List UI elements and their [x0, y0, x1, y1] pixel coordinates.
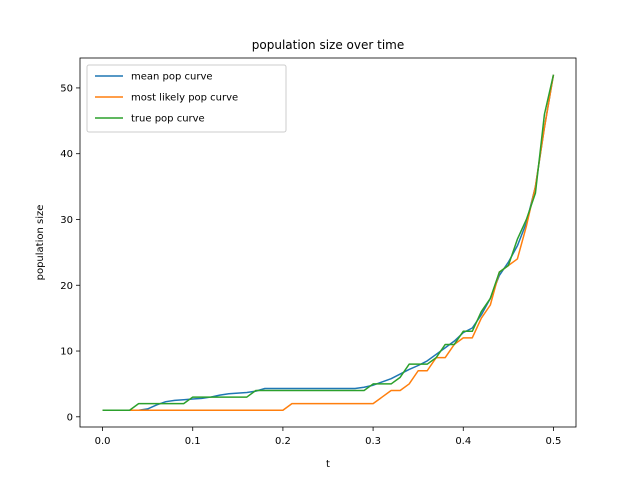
x-tick-label: 0.3: [365, 436, 381, 447]
y-tick-label: 20: [60, 281, 73, 292]
y-axis: 0 10 20 30 40 50: [60, 83, 80, 423]
plot-lines: [102, 74, 555, 411]
legend-entry-label: true pop curve: [131, 114, 205, 125]
series-line-3: [102, 74, 555, 411]
x-tick-label: 0.4: [455, 436, 471, 447]
chart-title: population size over time: [252, 38, 404, 52]
x-axis-label: t: [326, 459, 330, 470]
y-tick-label: 10: [60, 347, 73, 358]
x-tick-label: 0.0: [95, 436, 111, 447]
series-line-2: [102, 74, 555, 411]
y-axis-label: population size: [35, 205, 46, 281]
legend: mean pop curve most likely pop curve true …: [86, 64, 287, 133]
legend-entry-label: most likely pop curve: [131, 93, 238, 104]
legend-box: [86, 64, 287, 133]
x-tick-label: 0.5: [546, 436, 562, 447]
y-tick-label: 40: [60, 149, 73, 160]
plot-frame: [79, 57, 577, 428]
y-tick-label: 50: [60, 83, 73, 94]
x-axis: 0.0 0.1 0.2 0.3 0.4 0.5: [95, 427, 562, 447]
x-tick-label: 0.2: [275, 436, 291, 447]
legend-entry-label: mean pop curve: [131, 72, 213, 83]
x-tick-label: 0.1: [185, 436, 201, 447]
y-tick-label: 0: [67, 412, 73, 423]
y-tick-label: 30: [60, 215, 73, 226]
